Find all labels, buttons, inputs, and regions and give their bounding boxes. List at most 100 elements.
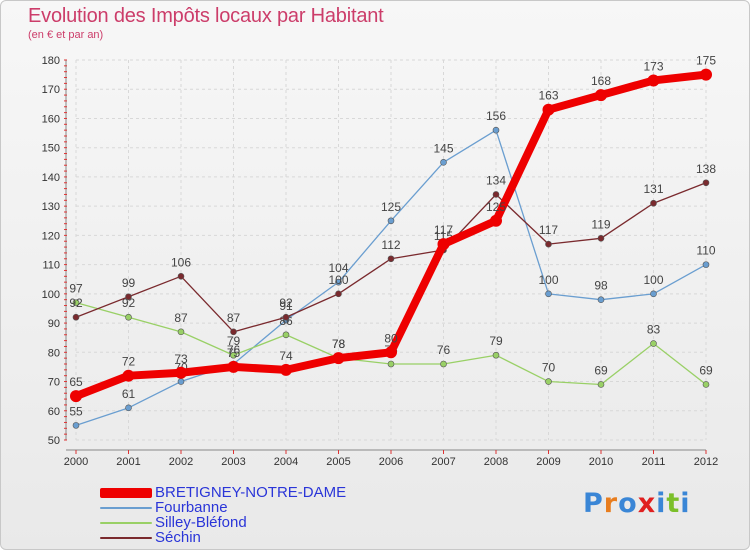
y-tick-label: 110 bbox=[42, 260, 60, 272]
data-point bbox=[282, 331, 290, 339]
logo-letter: i bbox=[680, 488, 691, 519]
data-point bbox=[177, 378, 185, 385]
data-point bbox=[492, 191, 500, 198]
data-point bbox=[387, 255, 395, 263]
data-label: 100 bbox=[328, 273, 348, 287]
data-point bbox=[227, 360, 240, 373]
x-tick-label: 2010 bbox=[589, 456, 613, 468]
x-tick-label: 2001 bbox=[116, 456, 140, 468]
data-point bbox=[492, 126, 500, 134]
x-tick-label: 2004 bbox=[274, 456, 298, 468]
logo-letter: i bbox=[656, 488, 667, 519]
data-label: 175 bbox=[696, 54, 716, 68]
data-point bbox=[542, 103, 555, 116]
data-label: 99 bbox=[122, 276, 136, 290]
data-point bbox=[700, 68, 712, 81]
data-label: 112 bbox=[381, 238, 400, 252]
data-label: 92 bbox=[122, 296, 136, 310]
data-label: 138 bbox=[696, 162, 716, 176]
data-point bbox=[440, 360, 447, 368]
x-tick-label: 2009 bbox=[536, 456, 560, 468]
x-tick-label: 2006 bbox=[379, 456, 403, 468]
y-tick-label: 90 bbox=[48, 318, 60, 330]
data-label: 168 bbox=[591, 74, 611, 88]
data-point bbox=[230, 351, 237, 359]
y-tick-label: 170 bbox=[42, 84, 60, 96]
y-tick-label: 160 bbox=[42, 113, 60, 125]
data-point bbox=[647, 74, 660, 87]
data-point bbox=[492, 351, 500, 359]
chart-subtitle: (en € et par an) bbox=[28, 29, 104, 41]
x-tick-label: 2011 bbox=[642, 456, 666, 468]
chart-title: Evolution des Impôts locaux par Habitant bbox=[28, 5, 384, 27]
data-point bbox=[545, 290, 552, 298]
data-point bbox=[335, 290, 342, 298]
data-label: 72 bbox=[122, 355, 136, 369]
data-label: 69 bbox=[594, 363, 608, 377]
legend-item: Fourbanne bbox=[100, 500, 400, 516]
data-label: 117 bbox=[539, 223, 558, 237]
data-point bbox=[597, 235, 605, 242]
x-tick-label: 2005 bbox=[326, 456, 350, 468]
y-tick-label: 130 bbox=[42, 201, 60, 213]
data-label: 69 bbox=[699, 363, 713, 377]
legend-swatch bbox=[100, 537, 152, 539]
data-point bbox=[437, 238, 450, 251]
data-point bbox=[72, 299, 80, 306]
data-label: 78 bbox=[332, 337, 346, 351]
y-tick-label: 150 bbox=[42, 143, 60, 155]
data-label: 163 bbox=[538, 89, 558, 103]
y-tick-label: 80 bbox=[48, 347, 60, 359]
data-point bbox=[702, 179, 710, 187]
data-point bbox=[72, 422, 80, 429]
data-label: 131 bbox=[643, 182, 663, 196]
data-label: 70 bbox=[542, 361, 556, 375]
y-tick-label: 100 bbox=[42, 289, 60, 301]
legend-item: BRETIGNEY-NOTRE-DAME bbox=[100, 485, 400, 501]
data-label: 145 bbox=[433, 141, 453, 155]
data-point bbox=[385, 346, 397, 359]
data-label: 73 bbox=[174, 352, 188, 366]
legend-label: Séchin bbox=[155, 529, 201, 546]
data-point bbox=[177, 328, 185, 336]
data-point bbox=[702, 381, 710, 388]
data-label: 87 bbox=[227, 311, 241, 325]
data-label: 100 bbox=[538, 273, 558, 287]
data-label: 55 bbox=[69, 404, 83, 418]
data-point bbox=[70, 390, 82, 403]
data-label: 119 bbox=[591, 217, 610, 231]
data-label: 65 bbox=[69, 375, 83, 389]
data-label: 92 bbox=[279, 296, 293, 310]
data-point bbox=[650, 340, 657, 347]
data-point bbox=[702, 261, 710, 268]
data-label: 106 bbox=[171, 255, 191, 269]
logo-letter: x bbox=[637, 488, 657, 519]
y-tick-label: 120 bbox=[42, 230, 60, 242]
x-tick-label: 2003 bbox=[221, 456, 245, 468]
x-tick-label: 2000 bbox=[64, 456, 88, 468]
data-label: 173 bbox=[643, 59, 663, 73]
data-point bbox=[282, 313, 290, 321]
data-label: 100 bbox=[643, 273, 663, 287]
data-point bbox=[595, 89, 607, 102]
data-label: 83 bbox=[647, 323, 661, 337]
data-label: 79 bbox=[489, 334, 503, 348]
data-label: 117 bbox=[434, 223, 453, 237]
data-point bbox=[280, 363, 292, 376]
data-point bbox=[125, 313, 132, 321]
legend-item: Séchin bbox=[100, 530, 400, 546]
data-point bbox=[545, 378, 552, 385]
data-point bbox=[175, 366, 187, 379]
data-label: 110 bbox=[696, 244, 715, 258]
data-point bbox=[490, 214, 502, 227]
legend-swatch bbox=[100, 488, 152, 498]
proxiti-logo: Proxiti bbox=[583, 488, 691, 519]
data-label: 98 bbox=[594, 279, 608, 293]
legend-label: BRETIGNEY-NOTRE-DAME bbox=[155, 484, 347, 501]
x-tick-label: 2012 bbox=[694, 456, 718, 468]
data-label: 61 bbox=[122, 387, 136, 401]
y-tick-label: 60 bbox=[48, 406, 60, 418]
data-point bbox=[335, 278, 342, 286]
logo-letter: t bbox=[666, 488, 681, 519]
data-point bbox=[125, 293, 132, 301]
